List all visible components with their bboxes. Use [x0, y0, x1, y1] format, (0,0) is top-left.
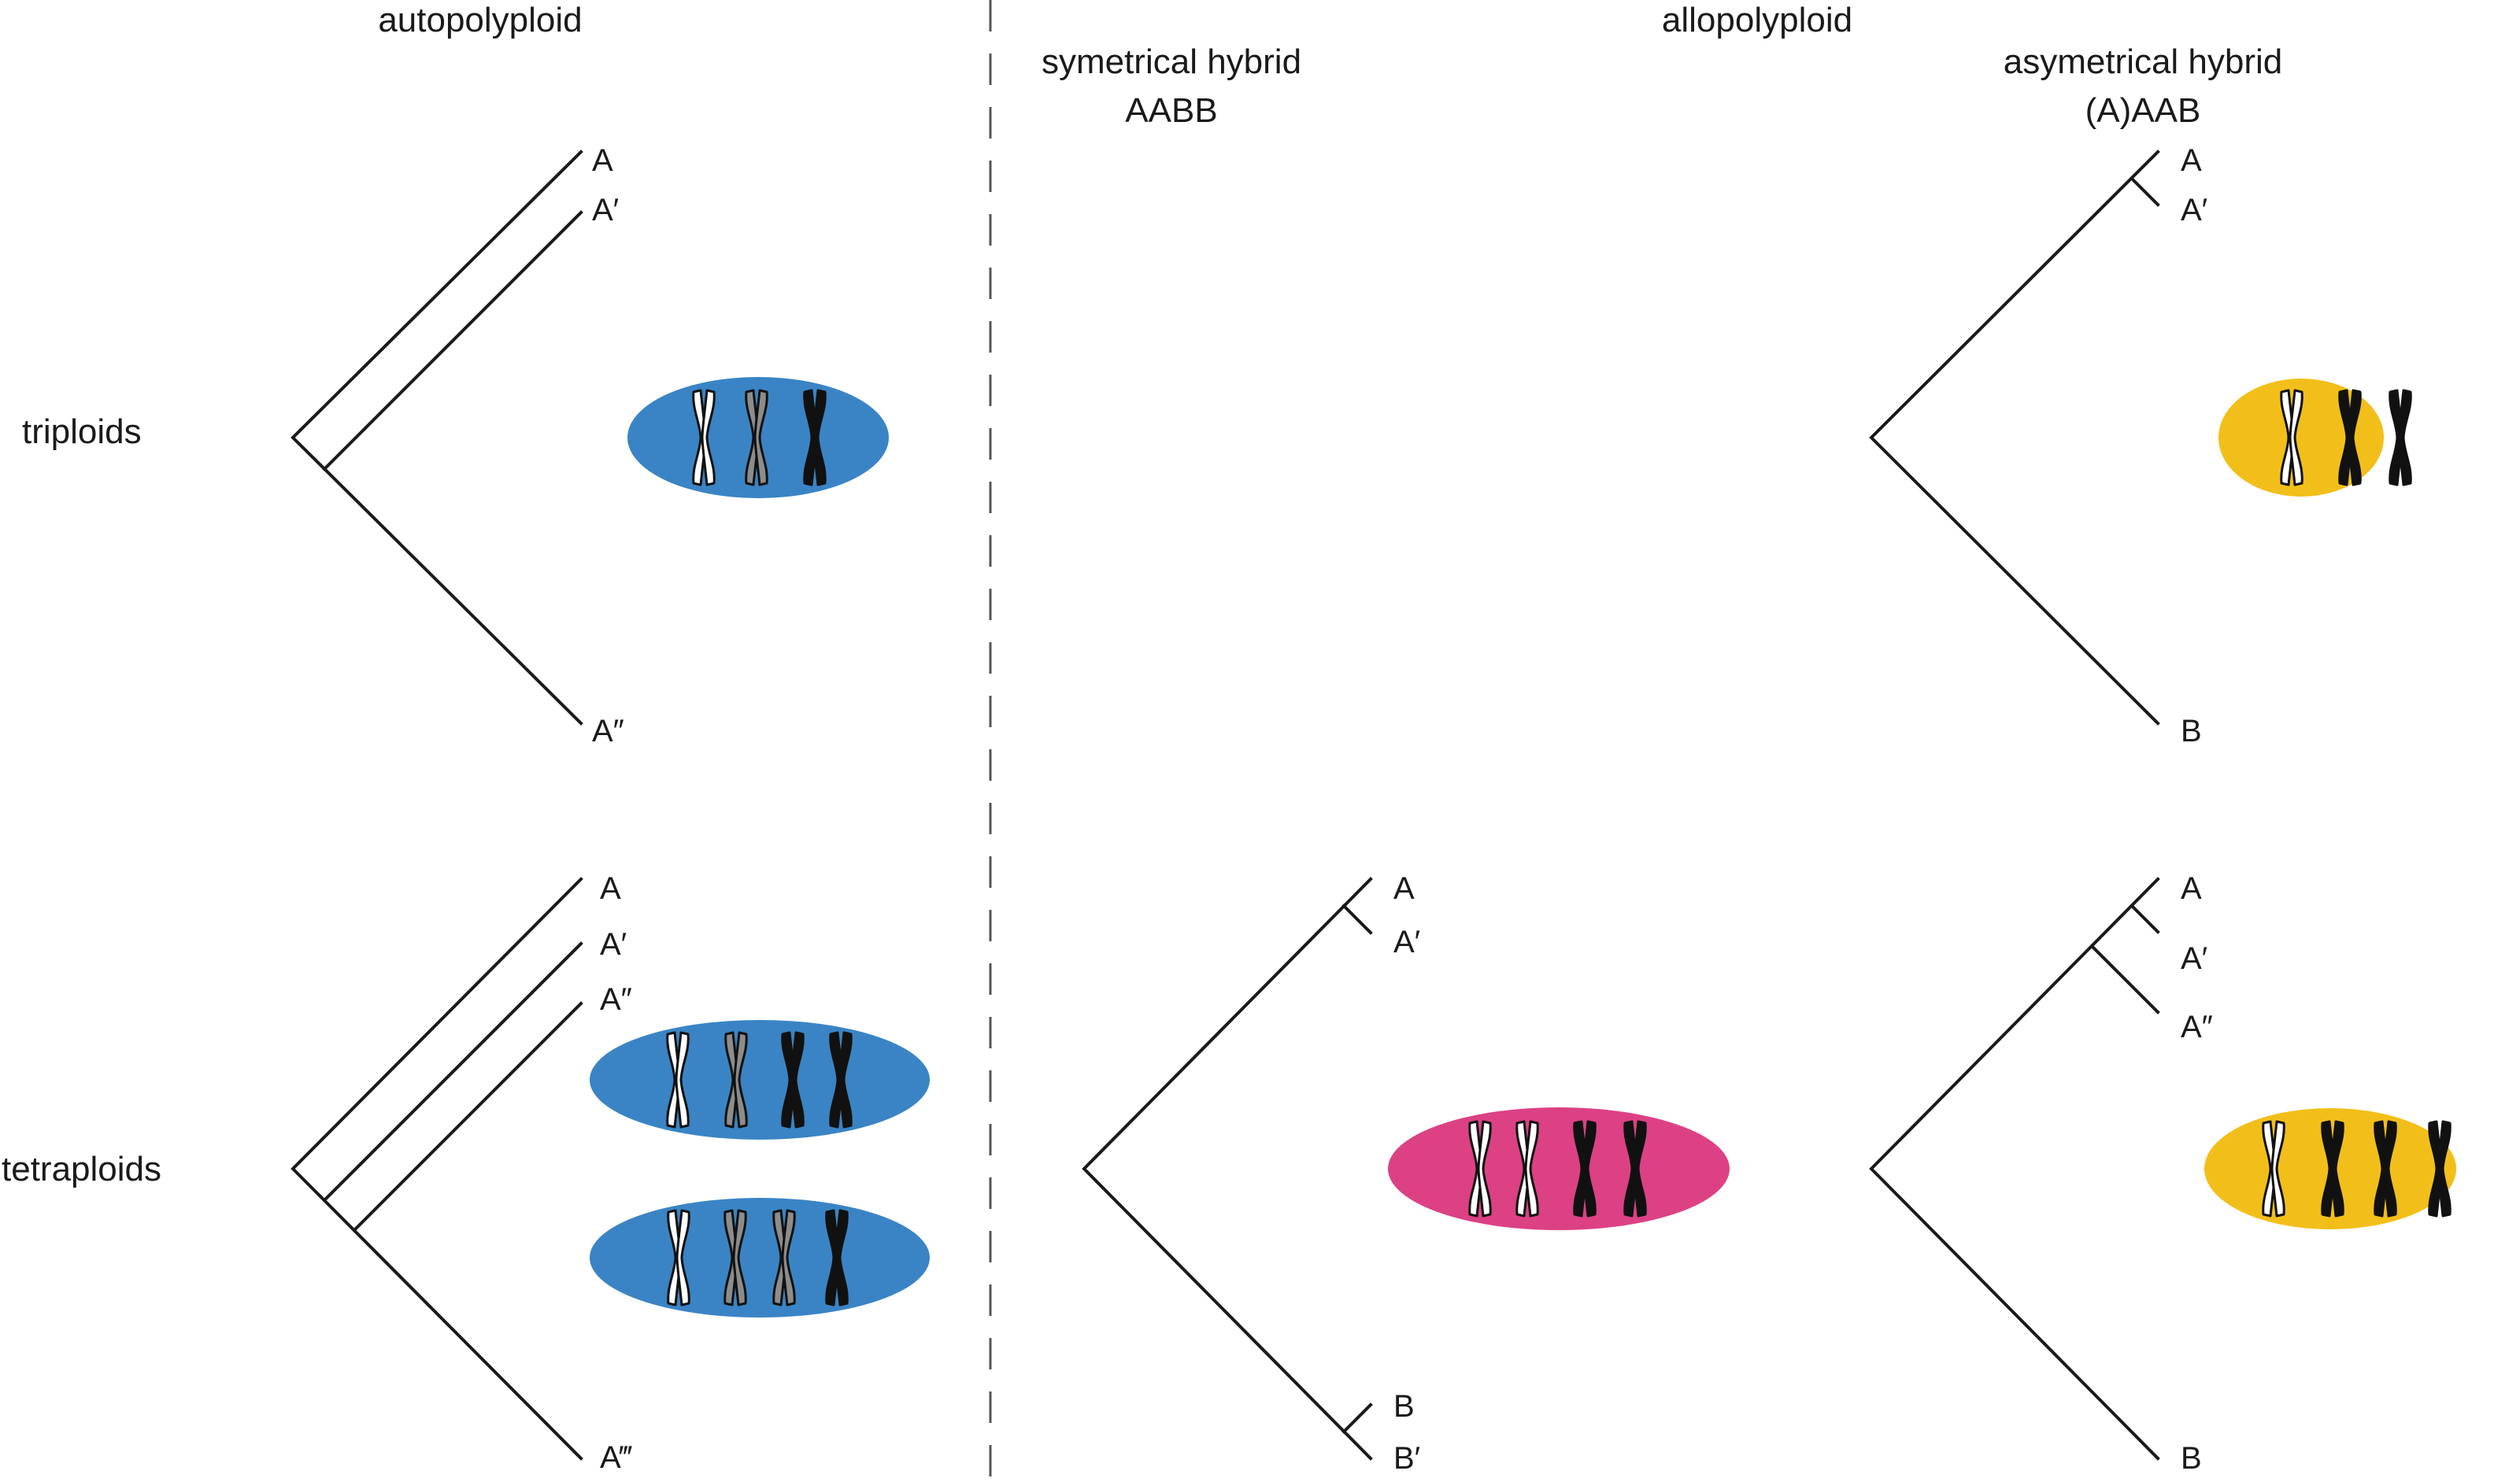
cell-auto-tetraploid-1	[590, 1020, 930, 1140]
header-allopolyploid: allopolyploid	[1662, 1, 1852, 39]
cell-symmetrical-tetraploid	[1388, 1107, 1730, 1230]
tip-label: A″	[600, 982, 632, 1017]
cell-asymmetrical-tetraploid	[2204, 1108, 2456, 1229]
header-asymmetrical-genome: (A)AAB	[2085, 91, 2201, 130]
header-symmetrical-hybrid: symetrical hybrid	[1042, 43, 1301, 81]
chromosome-black	[2389, 389, 2412, 486]
header-symmetrical-genome: AABB	[1125, 91, 1217, 130]
tip-label: A′	[2181, 193, 2207, 227]
tip-label: A′	[2181, 941, 2207, 976]
tree-asymmetrical-triploid: A A′ B	[1869, 143, 2207, 748]
cell-body	[1388, 1107, 1730, 1230]
tree-auto-triploid: A A′ A″	[290, 143, 624, 748]
tip-label: A	[600, 871, 621, 906]
tip-label: B	[2181, 714, 2202, 748]
header-autopolyploid: autopolyploid	[378, 1, 582, 39]
tip-label: A	[592, 143, 613, 178]
tree-symmetrical-tetraploid: A A′ B B′	[1082, 871, 1420, 1476]
tip-label: B′	[1393, 1441, 1420, 1476]
cell-auto-triploid	[627, 377, 889, 498]
row-label-tetraploids: tetraploids	[2, 1150, 161, 1188]
tip-label: A″	[2181, 1010, 2213, 1044]
cell-body	[590, 1198, 930, 1318]
tip-label: A	[2181, 143, 2202, 178]
tree-auto-tetraploid: A A′ A″ A‴	[290, 871, 633, 1475]
header-asymmetrical-hybrid: asymetrical hybrid	[2004, 43, 2283, 81]
cell-auto-tetraploid-2	[590, 1198, 930, 1318]
tip-label: A′	[600, 927, 627, 962]
tip-label: A′	[592, 193, 619, 227]
tip-label: A′	[1393, 925, 1420, 959]
cell-body	[590, 1020, 930, 1140]
tip-label: B	[2181, 1441, 2202, 1476]
tree-asymmetrical-tetraploid: A A′ A″ B	[1869, 871, 2213, 1476]
tip-label: B	[1393, 1389, 1415, 1424]
tip-label: A″	[592, 714, 624, 748]
tip-label: A	[2181, 871, 2202, 906]
cell-asymmetrical-triploid	[2218, 379, 2412, 497]
tip-label: A	[1393, 871, 1415, 906]
tip-label: A‴	[600, 1440, 633, 1475]
row-label-triploids: triploids	[22, 412, 142, 451]
